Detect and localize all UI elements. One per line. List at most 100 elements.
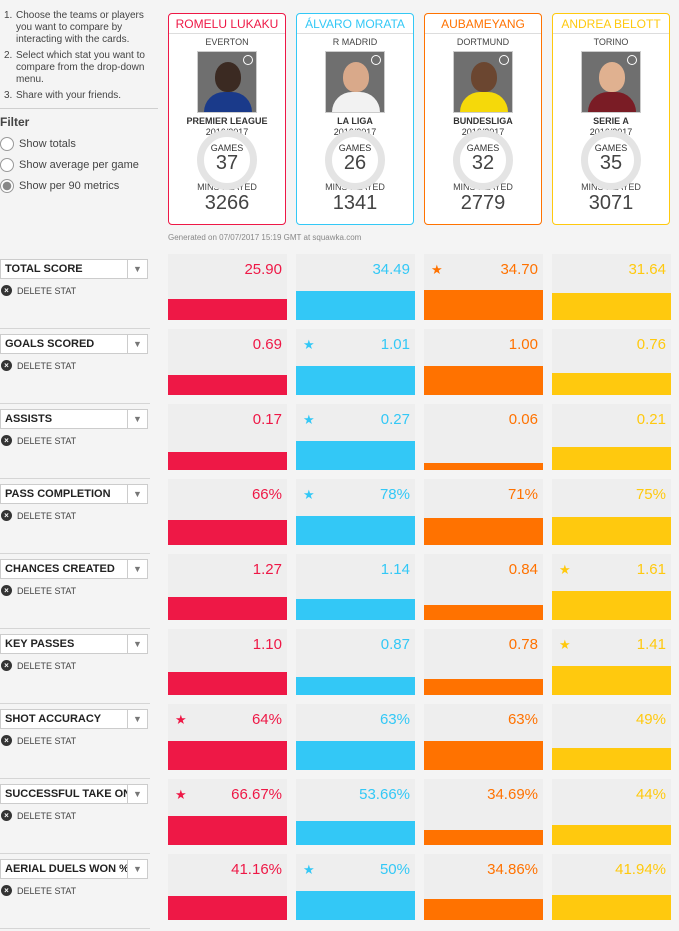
player-card[interactable]: AUBAMEYANG DORTMUND BUNDESLIGA 2016/2017 GAM… (424, 13, 542, 225)
close-icon[interactable]: × (1, 285, 12, 296)
chevron-down-icon[interactable]: ▼ (127, 785, 147, 803)
club-badge-icon (499, 55, 509, 65)
games-value: 35 (599, 152, 623, 174)
delete-stat-button[interactable]: × DELETE STAT (1, 285, 76, 296)
radio-button[interactable] (0, 157, 14, 172)
stat-cell: 63% (424, 704, 543, 770)
stat-row-control: KEY PASSES ▼ × DELETE STAT (0, 629, 158, 704)
star-icon: ★ (559, 637, 571, 652)
stat-value: 1.14 (380, 561, 410, 578)
delete-stat-button[interactable]: × DELETE STAT (1, 510, 76, 521)
filter-option[interactable]: Show totals (0, 133, 158, 154)
mins-value: 2779 (460, 192, 506, 214)
stat-value: 0.17 (252, 411, 282, 428)
stat-dropdown[interactable]: SHOT ACCURACY ▼ (0, 709, 148, 729)
delete-stat-label: DELETE STAT (17, 360, 77, 371)
chevron-down-icon[interactable]: ▼ (127, 860, 147, 878)
stat-value: 1.01 (380, 336, 410, 353)
close-icon[interactable]: × (1, 435, 12, 446)
stat-cell: 66% (168, 479, 287, 545)
filter-option[interactable]: Show average per game (0, 154, 158, 175)
radio-button[interactable] (0, 136, 14, 151)
stat-cell: 31.64 (552, 254, 671, 320)
stat-value: 0.27 (380, 411, 410, 428)
row-divider (0, 403, 150, 404)
photo-shirt (460, 92, 508, 112)
stat-dropdown[interactable]: PASS COMPLETION ▼ (0, 484, 148, 504)
delete-stat-label: DELETE STAT (17, 285, 77, 296)
stat-dropdown-label: PASS COMPLETION (5, 488, 111, 500)
chevron-down-icon[interactable]: ▼ (127, 560, 147, 578)
player-name[interactable]: AUBAMEYANG (425, 14, 541, 34)
filter-option[interactable]: Show per 90 metrics (0, 175, 158, 196)
stat-value: 34.86% (487, 861, 538, 878)
delete-stat-button[interactable]: × DELETE STAT (1, 885, 76, 896)
league-name: LA LIGA (337, 116, 373, 126)
close-icon[interactable]: × (1, 510, 12, 521)
filter-option-label: Show per 90 metrics (19, 179, 120, 192)
radio-button[interactable] (0, 178, 14, 193)
stat-bar (424, 830, 543, 845)
stat-cell: 0.78 (424, 629, 543, 695)
close-icon[interactable]: × (1, 660, 12, 671)
stat-bar (424, 366, 543, 395)
stat-row-control: CHANCES CREATED ▼ × DELETE STAT (0, 554, 158, 629)
stat-value: 66% (251, 486, 282, 503)
stat-value: 66.67% (231, 786, 282, 803)
player-name[interactable]: ROMELU LUKAKU (169, 14, 285, 34)
chevron-down-icon[interactable]: ▼ (127, 410, 147, 428)
stat-dropdown[interactable]: KEY PASSES ▼ (0, 634, 148, 654)
games-label: GAMES (210, 143, 244, 153)
row-divider (0, 628, 150, 629)
player-card[interactable]: ROMELU LUKAKU EVERTON PREMIER LEAGUE 2016/2… (168, 13, 286, 225)
delete-stat-button[interactable]: × DELETE STAT (1, 435, 76, 446)
stat-bar (296, 291, 415, 320)
delete-stat-button[interactable]: × DELETE STAT (1, 810, 76, 821)
stat-bar (168, 597, 287, 620)
chevron-down-icon[interactable]: ▼ (127, 635, 147, 653)
stat-value: 1.10 (252, 636, 282, 653)
stat-value: 0.78 (508, 636, 538, 653)
games-ring: GAMES 26 (325, 130, 385, 190)
stat-dropdown[interactable]: ASSISTS ▼ (0, 409, 148, 429)
delete-stat-button[interactable]: × DELETE STAT (1, 735, 76, 746)
games-ring: GAMES 35 (581, 130, 641, 190)
stat-bar (168, 375, 287, 395)
chevron-down-icon[interactable]: ▼ (127, 710, 147, 728)
stat-dropdown[interactable]: AERIAL DUELS WON % ▼ (0, 859, 148, 879)
delete-stat-button[interactable]: × DELETE STAT (1, 360, 76, 371)
club-name: DORTMUND (456, 37, 510, 47)
stat-dropdown[interactable]: TOTAL SCORE ▼ (0, 259, 148, 279)
chevron-down-icon[interactable]: ▼ (127, 260, 147, 278)
stat-cell: ★ 1.01 (296, 329, 415, 395)
close-icon[interactable]: × (1, 735, 12, 746)
mins-value: 1341 (332, 192, 378, 214)
player-name[interactable]: ÁLVARO MORATA (297, 14, 413, 34)
delete-stat-button[interactable]: × DELETE STAT (1, 660, 76, 671)
stat-cell: ★ 50% (296, 854, 415, 920)
stat-bar (552, 666, 671, 695)
close-icon[interactable]: × (1, 585, 12, 596)
stat-dropdown[interactable]: GOALS SCORED ▼ (0, 334, 148, 354)
stat-dropdown[interactable]: SUCCESSFUL TAKE ON ▼ (0, 784, 148, 804)
stat-dropdown-label: TOTAL SCORE (5, 263, 83, 275)
league-name: BUNDESLIGA (453, 116, 513, 126)
close-icon[interactable]: × (1, 360, 12, 371)
player-card[interactable]: ÁLVARO MORATA R MADRID LA LIGA 2016/2017 GAM… (296, 13, 414, 225)
delete-stat-label: DELETE STAT (17, 660, 77, 671)
club-badge-icon (627, 55, 637, 65)
close-icon[interactable]: × (1, 810, 12, 821)
chevron-down-icon[interactable]: ▼ (127, 335, 147, 353)
player-name[interactable]: ANDREA BELOTT (553, 14, 669, 34)
stat-dropdown[interactable]: CHANCES CREATED ▼ (0, 559, 148, 579)
chevron-down-icon[interactable]: ▼ (127, 485, 147, 503)
stat-value: 78% (379, 486, 410, 503)
delete-stat-button[interactable]: × DELETE STAT (1, 585, 76, 596)
close-icon[interactable]: × (1, 885, 12, 896)
stat-bar (168, 452, 287, 470)
player-card[interactable]: ANDREA BELOTT TORINO SERIE A 2016/2017 GAMES… (552, 13, 670, 225)
games-label: GAMES (466, 143, 500, 153)
stat-bar (424, 899, 543, 920)
stat-cell: ★ 66.67% (168, 779, 287, 845)
stat-bar (552, 591, 671, 620)
